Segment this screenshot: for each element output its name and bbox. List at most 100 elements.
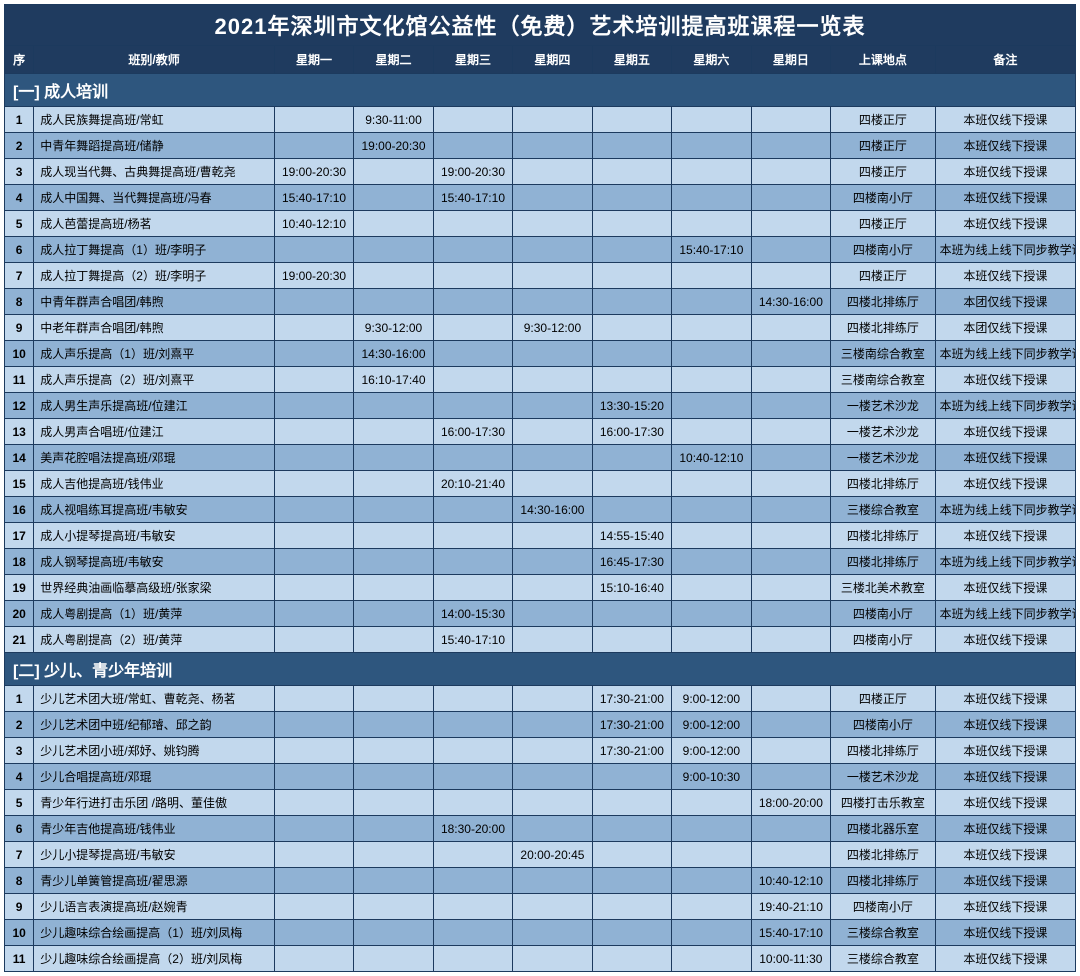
row-index: 9 <box>5 315 34 341</box>
time-cell <box>513 868 592 894</box>
time-cell: 14:00-15:30 <box>433 601 512 627</box>
time-cell <box>513 920 592 946</box>
note-cell: 本班仅线下授课 <box>935 575 1075 601</box>
row-index: 9 <box>5 894 34 920</box>
time-cell <box>751 107 830 133</box>
time-cell <box>433 764 512 790</box>
time-cell: 17:30-21:00 <box>592 738 671 764</box>
time-cell <box>592 471 671 497</box>
table-row: 10少儿趣味综合绘画提高（1）班/刘凤梅15:40-17:10三楼综合教室本班仅… <box>5 920 1076 946</box>
note-cell: 本班仅线下授课 <box>935 790 1075 816</box>
table-row: 5成人芭蕾提高班/杨茗10:40-12:10四楼正厅本班仅线下授课 <box>5 211 1076 237</box>
time-cell <box>274 237 353 263</box>
row-index: 13 <box>5 419 34 445</box>
time-cell: 15:10-16:40 <box>592 575 671 601</box>
location-cell: 四楼北排练厅 <box>831 868 936 894</box>
table-row: 21成人粤剧提高（2）班/黄萍15:40-17:10四楼南小厅本班仅线下授课 <box>5 627 1076 653</box>
location-cell: 三楼南综合教室 <box>831 367 936 393</box>
time-cell <box>513 289 592 315</box>
time-cell <box>354 523 433 549</box>
time-cell <box>672 393 751 419</box>
table-row: 6成人拉丁舞提高（1）班/李明子15:40-17:10四楼南小厅本班为线上线下同… <box>5 237 1076 263</box>
class-name: 少儿艺术团大班/常虹、曹乾尧、杨茗 <box>34 686 275 712</box>
note-cell: 本班仅线下授课 <box>935 920 1075 946</box>
table-row: 2少儿艺术团中班/纪郁璿、邱之韵17:30-21:009:00-12:00四楼南… <box>5 712 1076 738</box>
time-cell <box>513 263 592 289</box>
table-row: 8青少儿单簧管提高班/翟思源10:40-12:10四楼北排练厅本班仅线下授课 <box>5 868 1076 894</box>
class-name: 少儿趣味综合绘画提高（1）班/刘凤梅 <box>34 920 275 946</box>
time-cell <box>672 159 751 185</box>
location-cell: 三楼综合教室 <box>831 946 936 972</box>
table-row: 6青少年吉他提高班/钱伟业18:30-20:00四楼北器乐室本班仅线下授课 <box>5 816 1076 842</box>
note-cell: 本班仅线下授课 <box>935 868 1075 894</box>
class-name: 成人视唱练耳提高班/韦敏安 <box>34 497 275 523</box>
location-cell: 四楼打击乐教室 <box>831 790 936 816</box>
time-cell <box>513 523 592 549</box>
location-cell: 四楼北排练厅 <box>831 738 936 764</box>
time-cell <box>433 894 512 920</box>
time-cell <box>751 842 830 868</box>
time-cell <box>354 497 433 523</box>
time-cell: 14:30-16:00 <box>354 341 433 367</box>
header-row: 序班别/教师星期一星期二星期三星期四星期五星期六星期日上课地点备注 <box>5 46 1076 74</box>
table-row: 13成人男声合唱班/位建江16:00-17:3016:00-17:30一楼艺术沙… <box>5 419 1076 445</box>
note-cell: 本班为线上线下同步教学课 <box>935 497 1075 523</box>
time-cell <box>354 842 433 868</box>
class-name: 美声花腔唱法提高班/邓琨 <box>34 445 275 471</box>
class-name: 世界经典油画临摹高级班/张家梁 <box>34 575 275 601</box>
time-cell <box>354 471 433 497</box>
class-name: 成人男声合唱班/位建江 <box>34 419 275 445</box>
time-cell <box>274 764 353 790</box>
class-name: 成人男生声乐提高班/位建江 <box>34 393 275 419</box>
column-header: 星期一 <box>274 46 353 74</box>
time-cell: 14:30-16:00 <box>751 289 830 315</box>
time-cell <box>354 211 433 237</box>
location-cell: 四楼南小厅 <box>831 627 936 653</box>
table-row: 16成人视唱练耳提高班/韦敏安14:30-16:00三楼综合教室本班为线上线下同… <box>5 497 1076 523</box>
class-name: 少儿艺术团小班/郑妤、姚钧腾 <box>34 738 275 764</box>
time-cell <box>274 133 353 159</box>
table-row: 5青少年行进打击乐团 /路明、董佳傲18:00-20:00四楼打击乐教室本班仅线… <box>5 790 1076 816</box>
time-cell <box>274 738 353 764</box>
time-cell: 16:00-17:30 <box>433 419 512 445</box>
time-cell <box>592 445 671 471</box>
table-row: 2中青年舞蹈提高班/储静19:00-20:30四楼正厅本班仅线下授课 <box>5 133 1076 159</box>
row-index: 6 <box>5 816 34 842</box>
time-cell <box>751 686 830 712</box>
time-cell: 16:10-17:40 <box>354 367 433 393</box>
time-cell <box>751 133 830 159</box>
time-cell <box>274 816 353 842</box>
class-name: 成人钢琴提高班/韦敏安 <box>34 549 275 575</box>
table-row: 10成人声乐提高（1）班/刘熹平14:30-16:00三楼南综合教室本班为线上线… <box>5 341 1076 367</box>
time-cell <box>672 367 751 393</box>
time-cell <box>751 601 830 627</box>
note-cell: 本班仅线下授课 <box>935 133 1075 159</box>
time-cell <box>513 419 592 445</box>
class-name: 成人吉他提高班/钱伟业 <box>34 471 275 497</box>
time-cell <box>433 393 512 419</box>
table-row: 3成人现当代舞、古典舞提高班/曹乾尧19:00-20:3019:00-20:30… <box>5 159 1076 185</box>
time-cell <box>433 445 512 471</box>
row-index: 7 <box>5 842 34 868</box>
time-cell <box>433 549 512 575</box>
time-cell <box>672 601 751 627</box>
location-cell: 四楼正厅 <box>831 686 936 712</box>
row-index: 12 <box>5 393 34 419</box>
time-cell <box>592 894 671 920</box>
time-cell <box>274 894 353 920</box>
time-cell <box>592 764 671 790</box>
column-header: 星期五 <box>592 46 671 74</box>
time-cell <box>592 289 671 315</box>
class-name: 中青年舞蹈提高班/储静 <box>34 133 275 159</box>
schedule-table: 2021年深圳市文化馆公益性（免费）艺术培训提高班课程一览表序班别/教师星期一星… <box>4 4 1076 972</box>
time-cell <box>592 237 671 263</box>
note-cell: 本班仅线下授课 <box>935 712 1075 738</box>
time-cell <box>672 790 751 816</box>
location-cell: 四楼北排练厅 <box>831 315 936 341</box>
time-cell <box>513 211 592 237</box>
class-name: 少儿艺术团中班/纪郁璿、邱之韵 <box>34 712 275 738</box>
time-cell <box>274 497 353 523</box>
time-cell: 9:00-12:00 <box>672 686 751 712</box>
time-cell <box>751 738 830 764</box>
time-cell <box>433 133 512 159</box>
